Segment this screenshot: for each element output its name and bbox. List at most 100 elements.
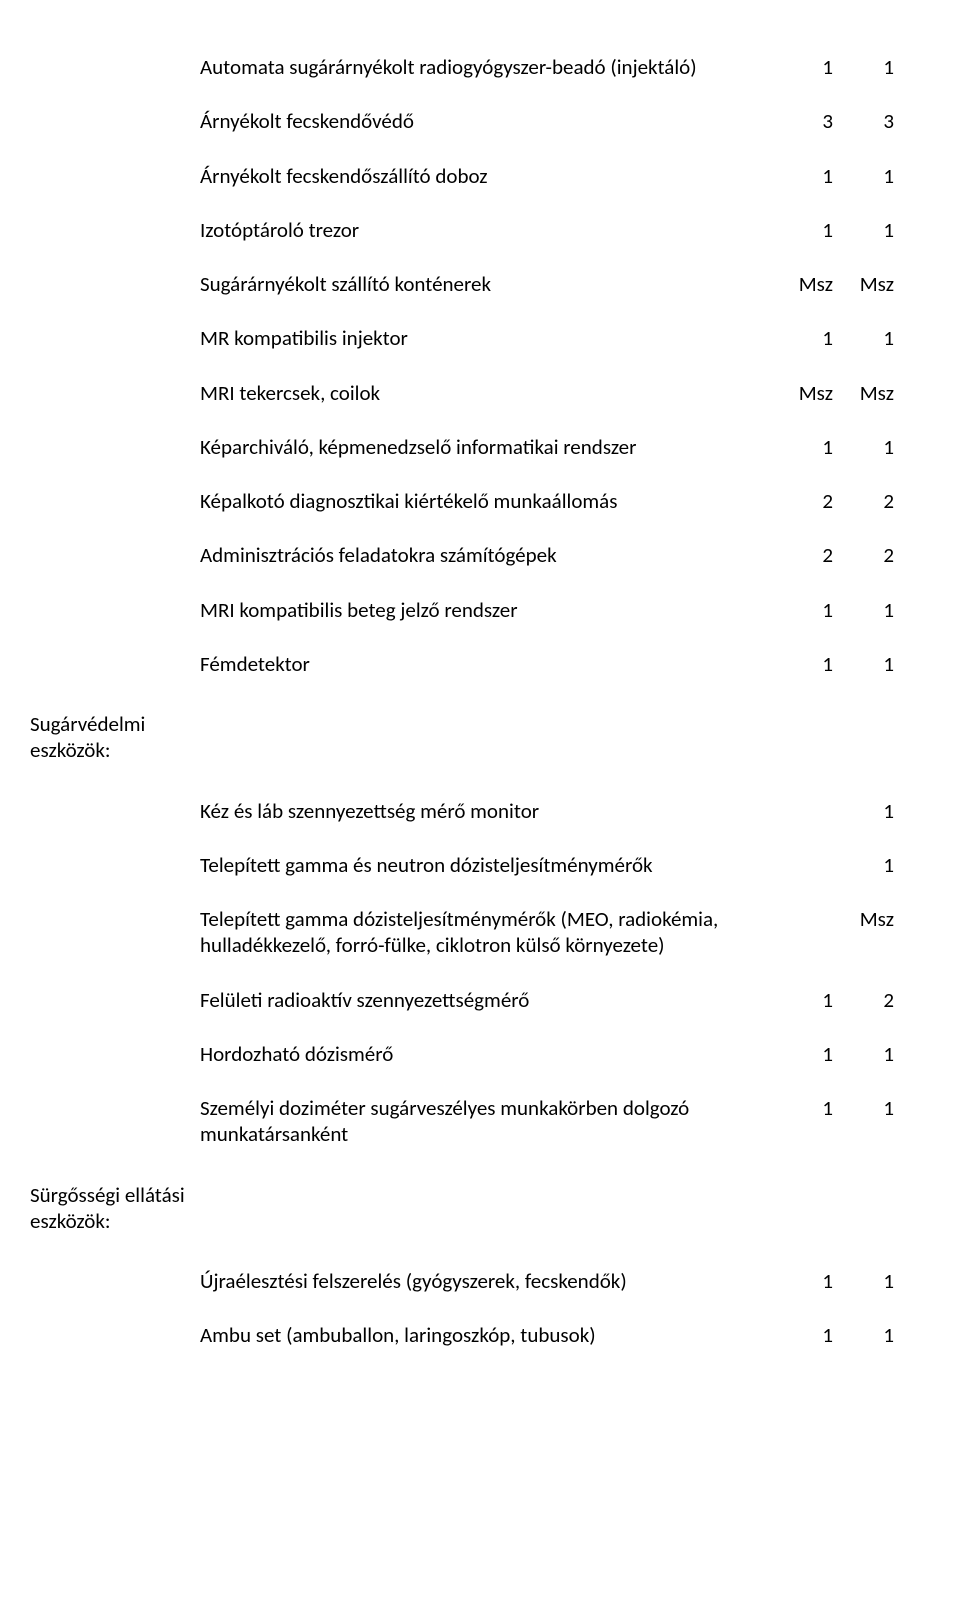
value-col-1: 1 [778, 1254, 839, 1308]
description-cell: Árnyékolt fecskendőszállító doboz [200, 149, 778, 203]
description-cell: Adminisztrációs feladatokra számítógépek [200, 528, 778, 582]
table-row: Ambu set (ambuballon, laringoszkóp, tubu… [30, 1308, 900, 1362]
value-col-2: 1 [839, 1027, 900, 1081]
value-col-1: 1 [778, 637, 839, 691]
value-col-2: 1 [839, 149, 900, 203]
spacer [200, 1162, 778, 1255]
spacer [778, 691, 839, 784]
category-cell [30, 420, 200, 474]
value-col-2: Msz [839, 366, 900, 420]
description-cell: Telepített gamma és neutron dózisteljesí… [200, 838, 778, 892]
value-col-2: 1 [839, 583, 900, 637]
value-col-1: Msz [778, 257, 839, 311]
category-cell [30, 366, 200, 420]
value-col-1: 1 [778, 311, 839, 365]
table-row: Újraélesztési felszerelés (gyógyszerek, … [30, 1254, 900, 1308]
value-col-1: Msz [778, 366, 839, 420]
value-col-2: 1 [839, 1308, 900, 1362]
equipment-table: Automata sugárárnyékolt radiogyógyszer-b… [30, 40, 900, 1363]
description-cell: MRI tekercsek, coilok [200, 366, 778, 420]
section-category: Sürgősségi ellátási eszközök: [30, 1162, 200, 1255]
table-row: MR kompatibilis injektor11 [30, 311, 900, 365]
table-row: Telepített gamma és neutron dózisteljesí… [30, 838, 900, 892]
value-col-1: 1 [778, 1027, 839, 1081]
spacer [839, 1162, 900, 1255]
category-cell [30, 149, 200, 203]
table-row: Adminisztrációs feladatokra számítógépek… [30, 528, 900, 582]
value-col-2: Msz [839, 257, 900, 311]
category-cell [30, 838, 200, 892]
description-cell: MRI kompatibilis beteg jelző rendszer [200, 583, 778, 637]
category-cell [30, 203, 200, 257]
table-row: Izotóptároló trezor11 [30, 203, 900, 257]
spacer [778, 1162, 839, 1255]
table-row: Árnyékolt fecskendővédő33 [30, 94, 900, 148]
table-row: Árnyékolt fecskendőszállító doboz11 [30, 149, 900, 203]
description-cell: Árnyékolt fecskendővédő [200, 94, 778, 148]
value-col-1: 1 [778, 203, 839, 257]
value-col-2: 1 [839, 311, 900, 365]
value-col-1: 1 [778, 149, 839, 203]
table-row: Fémdetektor11 [30, 637, 900, 691]
value-col-2: 1 [839, 40, 900, 94]
description-cell: Felületi radioaktív szennyezettségmérő [200, 973, 778, 1027]
value-col-2: 2 [839, 474, 900, 528]
description-cell: MR kompatibilis injektor [200, 311, 778, 365]
value-col-1: 1 [778, 1081, 839, 1162]
value-col-1 [778, 784, 839, 838]
table-row: Sugárárnyékolt szállító konténerekMszMsz [30, 257, 900, 311]
value-col-1: 1 [778, 973, 839, 1027]
value-col-2: 1 [839, 420, 900, 474]
spacer [839, 691, 900, 784]
value-col-2: 1 [839, 203, 900, 257]
table-row: MRI tekercsek, coilokMszMsz [30, 366, 900, 420]
table-row: Személyi doziméter sugárveszélyes munkak… [30, 1081, 900, 1162]
description-cell: Automata sugárárnyékolt radiogyógyszer-b… [200, 40, 778, 94]
category-cell [30, 1308, 200, 1362]
value-col-1: 3 [778, 94, 839, 148]
category-cell [30, 257, 200, 311]
description-cell: Képalkotó diagnosztikai kiértékelő munka… [200, 474, 778, 528]
value-col-1 [778, 838, 839, 892]
category-cell [30, 973, 200, 1027]
value-col-2: 2 [839, 973, 900, 1027]
category-cell [30, 892, 200, 973]
category-cell [30, 1081, 200, 1162]
document-page: Automata sugárárnyékolt radiogyógyszer-b… [0, 0, 960, 1603]
description-cell: Sugárárnyékolt szállító konténerek [200, 257, 778, 311]
table-row: Automata sugárárnyékolt radiogyógyszer-b… [30, 40, 900, 94]
value-col-2: 1 [839, 1081, 900, 1162]
spacer [200, 691, 778, 784]
description-cell: Újraélesztési felszerelés (gyógyszerek, … [200, 1254, 778, 1308]
value-col-1: 1 [778, 1308, 839, 1362]
table-row: Telepített gamma dózisteljesítménymérők … [30, 892, 900, 973]
table-row: Képarchiváló, képmenedzselő informatikai… [30, 420, 900, 474]
category-cell [30, 637, 200, 691]
value-col-2: 1 [839, 838, 900, 892]
table-row: Hordozható dózismérő11 [30, 1027, 900, 1081]
description-cell: Képarchiváló, képmenedzselő informatikai… [200, 420, 778, 474]
value-col-2: 2 [839, 528, 900, 582]
category-cell [30, 528, 200, 582]
category-cell [30, 583, 200, 637]
value-col-2: 1 [839, 637, 900, 691]
category-cell [30, 40, 200, 94]
category-cell [30, 94, 200, 148]
value-col-1: 1 [778, 40, 839, 94]
value-col-1: 1 [778, 583, 839, 637]
description-cell: Fémdetektor [200, 637, 778, 691]
category-cell [30, 311, 200, 365]
table-row: Felületi radioaktív szennyezettségmérő12 [30, 973, 900, 1027]
description-cell: Ambu set (ambuballon, laringoszkóp, tubu… [200, 1308, 778, 1362]
category-cell [30, 1027, 200, 1081]
value-col-2: 1 [839, 784, 900, 838]
category-cell [30, 474, 200, 528]
value-col-2: Msz [839, 892, 900, 973]
category-cell [30, 784, 200, 838]
section-category: Sugárvédelmi eszközök: [30, 691, 200, 784]
value-col-1: 2 [778, 474, 839, 528]
value-col-1: 2 [778, 528, 839, 582]
table-row: MRI kompatibilis beteg jelző rendszer11 [30, 583, 900, 637]
description-cell: Kéz és láb szennyezettség mérő monitor [200, 784, 778, 838]
description-cell: Hordozható dózismérő [200, 1027, 778, 1081]
